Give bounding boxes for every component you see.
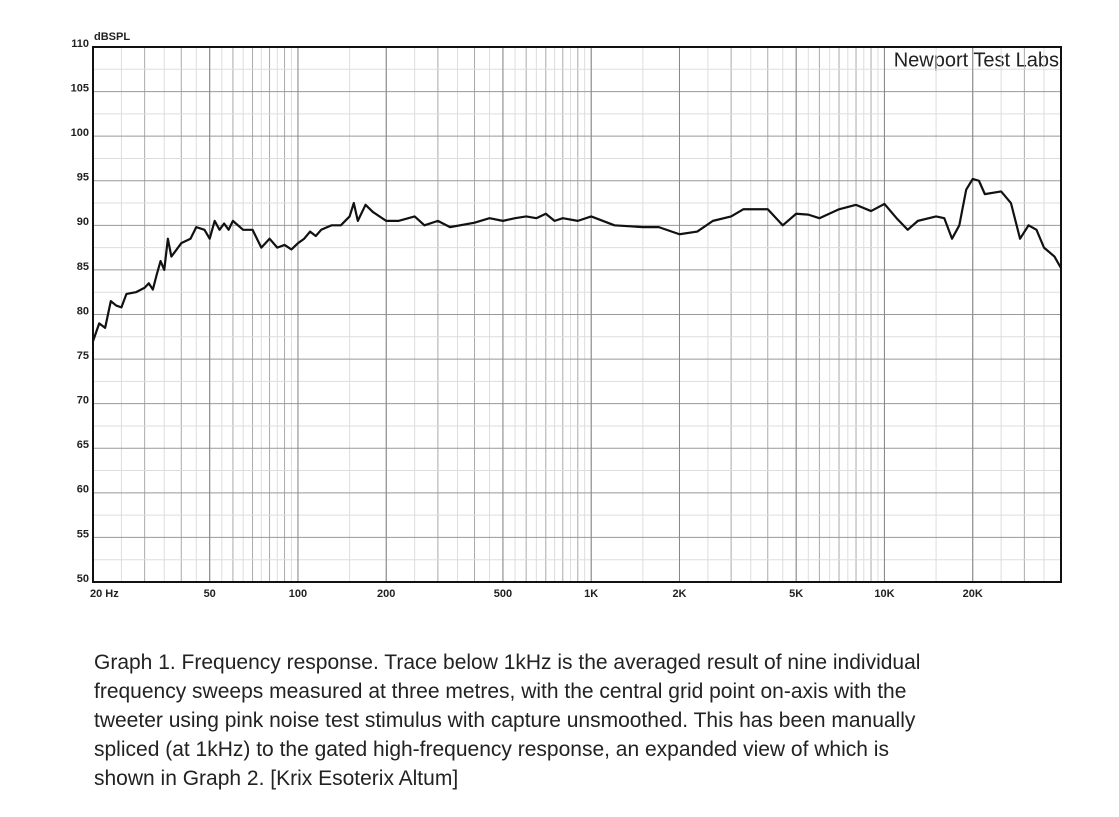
y-tick-label: 90 [77,216,89,228]
response-line [91,177,1062,342]
x-tick-label: 500 [494,588,512,600]
y-axis-label: dBSPL [94,31,130,43]
x-tick-label: 20 Hz [90,588,119,600]
caption-line: spliced (at 1kHz) to the gated high-freq… [94,738,889,761]
y-tick-label: 110 [71,38,89,50]
x-tick-label: 10K [874,588,894,600]
chart: dBSPL Newport Test Labs 50 55 60 65 70 75 80 85… [71,31,1062,600]
caption-line: shown in Graph 2. [Krix Esoterix Altum] [94,767,459,790]
annotation: Newport Test Labs [894,49,1059,71]
x-tick-label: 20K [963,588,983,600]
x-tick-label: 200 [377,588,395,600]
y-tick-label: 80 [77,305,89,317]
y-tick-label: 55 [77,528,89,540]
x-tick-label: 1K [584,588,598,600]
y-tick-label: 75 [77,350,89,362]
y-tick-label: 60 [77,484,89,496]
x-tick-label: 50 [204,588,216,600]
caption-line: frequency sweeps measured at three metre… [94,680,907,703]
x-tick-label: 2K [672,588,686,600]
y-tick-label: 85 [77,261,89,273]
caption: Graph 1. Frequency response. Trace below… [94,648,1094,793]
x-tick-label: 100 [289,588,307,600]
y-tick-label: 95 [77,172,89,184]
y-tick-label: 105 [71,82,89,94]
y-tick-label: 100 [71,127,89,139]
x-tick-label: 5K [789,588,803,600]
y-tick-label: 70 [77,395,89,407]
caption-line: Graph 1. Frequency response. Trace below… [94,651,921,674]
caption-line: tweeter using pink noise test stimulus w… [94,709,916,732]
y-tick-label: 50 [77,573,89,585]
y-tick-label: 65 [77,439,89,451]
plot-frame [92,46,1062,583]
